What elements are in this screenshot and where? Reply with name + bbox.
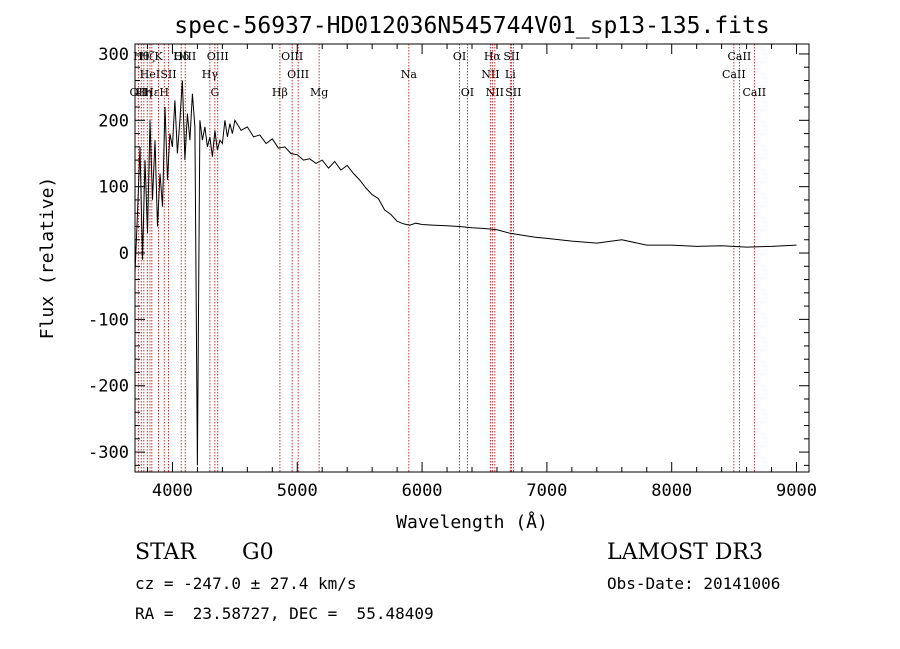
survey-name: LAMOST DR3: [607, 540, 763, 565]
line-label: Li: [505, 68, 516, 81]
x-tick-label: 5000: [277, 481, 318, 501]
line-label: NII: [486, 86, 504, 99]
line-label: Hε: [144, 86, 160, 99]
line-label: Hη: [136, 86, 152, 99]
line-label: OI: [453, 50, 466, 63]
line-label: SII: [505, 86, 521, 99]
chart-title: spec-56937-HD012036N545744V01_sp13-135.f…: [174, 13, 769, 39]
redshift-cz: cz = -247.0 ± 27.4 km/s: [135, 574, 357, 593]
line-label: HeI: [140, 68, 160, 81]
line-label: G: [210, 86, 219, 99]
y-tick-label: -200: [88, 377, 129, 397]
line-label: Hβ: [272, 86, 288, 99]
line-label: K: [154, 50, 163, 63]
spectrum-series: [134, 80, 797, 466]
y-tick-label: 0: [119, 244, 129, 264]
line-label: Na: [401, 68, 418, 81]
plot-frame: [134, 43, 810, 473]
line-label: Hγ: [202, 68, 219, 81]
y-tick-label: -300: [88, 443, 129, 463]
line-label: Mg: [310, 86, 328, 99]
x-tick-label: 7000: [526, 481, 567, 501]
line-label: OIII: [287, 68, 309, 81]
x-tick-label: 4000: [152, 481, 193, 501]
line-label: OII: [130, 86, 148, 99]
y-tick-label: 300: [98, 45, 129, 65]
line-label: OIII: [207, 50, 229, 63]
x-axis-label: Wavelength (Å): [396, 511, 548, 533]
line-label: H: [159, 86, 169, 99]
line-label: SII: [160, 68, 176, 81]
line-label: Hθ: [133, 50, 150, 63]
y-tick-label: 200: [98, 111, 129, 131]
emission-line-markers: OIIHθHηHζHeIHεKHSIIHδOIIIHγGOIIIHβOIIIOI…: [130, 44, 766, 472]
x-tick-label: 9000: [776, 481, 817, 501]
line-label: CaII: [722, 68, 746, 81]
line-label: SII: [503, 50, 519, 63]
line-label: OIII: [174, 50, 196, 63]
line-label: OIII: [281, 50, 303, 63]
spectrum-line: [134, 80, 797, 466]
observation-date: Obs-Date: 20141006: [607, 574, 781, 593]
line-label: OI: [461, 86, 474, 99]
coordinates: RA = 23.58727, DEC = 55.48409: [135, 604, 434, 623]
x-tick-label: 8000: [651, 481, 692, 501]
object-class: STAR: [135, 540, 196, 565]
y-tick-label: 100: [98, 178, 129, 198]
y-tick-label: -100: [88, 310, 129, 330]
y-axis-label: Flux (relative): [37, 177, 58, 340]
line-label: Hα: [484, 50, 502, 63]
line-label: NII: [481, 68, 499, 81]
line-label: Hζ: [139, 50, 155, 63]
line-label: CaII: [742, 86, 766, 99]
line-label: CaII: [728, 50, 752, 63]
subclass: G0: [242, 540, 274, 565]
axes: 4000 5000 6000 7000 8000 9000 -300 -200 -100 0 100…: [88, 44, 817, 501]
x-tick-label: 6000: [402, 481, 443, 501]
